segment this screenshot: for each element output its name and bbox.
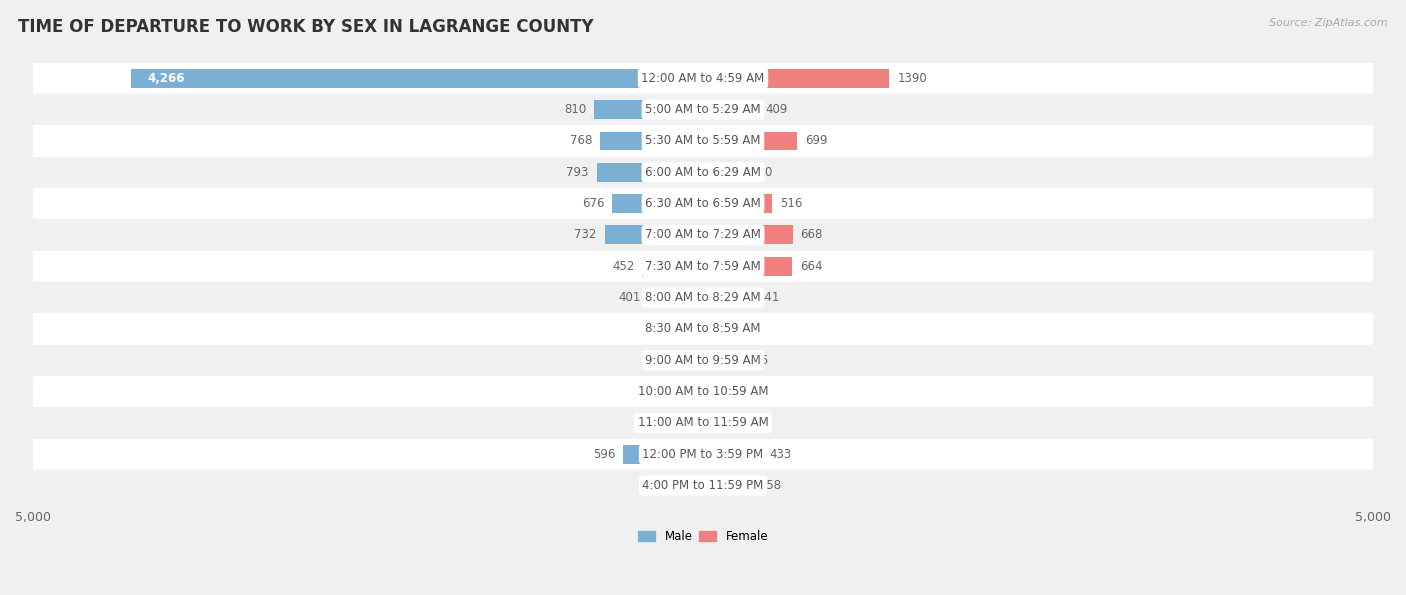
Bar [699,382,703,401]
Text: 32: 32 [716,416,730,430]
Text: 9:00 AM to 9:59 AM: 9:00 AM to 9:59 AM [645,353,761,367]
Text: 47: 47 [673,416,689,430]
Text: 596: 596 [593,447,614,461]
Bar [703,226,793,245]
Bar [703,414,707,432]
Bar [703,131,797,151]
Bar [32,126,1374,156]
Bar [32,250,1374,282]
Text: 452: 452 [612,260,634,273]
Bar [32,407,1374,439]
Text: 401: 401 [619,291,641,304]
Text: 8:30 AM to 8:59 AM: 8:30 AM to 8:59 AM [645,322,761,336]
Text: 810: 810 [564,103,586,116]
Bar [703,69,889,87]
Bar [32,156,1374,188]
Text: 265: 265 [747,353,769,367]
Bar [32,345,1374,376]
Bar [703,163,742,181]
Text: 516: 516 [780,197,803,210]
Text: 76: 76 [669,322,685,336]
Text: 768: 768 [569,134,592,148]
Text: 7:00 AM to 7:29 AM: 7:00 AM to 7:29 AM [645,228,761,242]
Text: 699: 699 [804,134,827,148]
Bar [32,439,1374,470]
Text: 358: 358 [759,479,782,492]
Text: 6:30 AM to 6:59 AM: 6:30 AM to 6:59 AM [645,197,761,210]
Bar [32,219,1374,250]
Bar [693,320,703,339]
Bar [32,188,1374,219]
Bar [32,313,1374,345]
Bar [697,414,703,432]
Text: 732: 732 [575,228,598,242]
Bar [703,320,730,339]
Text: 199: 199 [738,322,761,336]
Bar [623,445,703,464]
Text: 5:30 AM to 5:59 AM: 5:30 AM to 5:59 AM [645,134,761,148]
Bar [703,382,713,401]
Bar [703,257,792,275]
Text: Source: ZipAtlas.com: Source: ZipAtlas.com [1270,18,1388,28]
Text: 668: 668 [800,228,823,242]
Bar [32,62,1374,94]
Text: 676: 676 [582,197,605,210]
Bar [595,100,703,119]
Text: 433: 433 [769,447,792,461]
Bar [650,288,703,307]
Text: 664: 664 [800,260,823,273]
Bar [596,163,703,181]
Text: 793: 793 [567,166,589,178]
Text: 30: 30 [676,385,690,398]
Text: 232: 232 [641,479,664,492]
Text: 4,266: 4,266 [148,72,186,84]
Bar [703,194,772,213]
Bar [703,351,738,369]
Text: 6:00 AM to 6:29 AM: 6:00 AM to 6:29 AM [645,166,761,178]
Bar [643,257,703,275]
Text: 7:30 AM to 7:59 AM: 7:30 AM to 7:59 AM [645,260,761,273]
Bar [703,476,751,495]
Text: 10:00 AM to 10:59 AM: 10:00 AM to 10:59 AM [638,385,768,398]
Bar [703,445,761,464]
Bar [613,194,703,213]
Text: 12:00 PM to 3:59 PM: 12:00 PM to 3:59 PM [643,447,763,461]
Bar [703,288,748,307]
Text: 164: 164 [651,353,673,367]
Bar [32,282,1374,313]
Text: 12:00 AM to 4:59 AM: 12:00 AM to 4:59 AM [641,72,765,84]
Legend: Male, Female: Male, Female [633,525,773,548]
Text: 8:00 AM to 8:29 AM: 8:00 AM to 8:29 AM [645,291,761,304]
Text: 4:00 PM to 11:59 PM: 4:00 PM to 11:59 PM [643,479,763,492]
Bar [32,376,1374,407]
Bar [605,226,703,245]
Text: 5:00 AM to 5:29 AM: 5:00 AM to 5:29 AM [645,103,761,116]
Bar [32,470,1374,501]
Text: 1390: 1390 [897,72,927,84]
Bar [681,351,703,369]
Text: 71: 71 [720,385,735,398]
Bar [32,94,1374,126]
Text: 290: 290 [749,166,772,178]
Text: TIME OF DEPARTURE TO WORK BY SEX IN LAGRANGE COUNTY: TIME OF DEPARTURE TO WORK BY SEX IN LAGR… [18,18,593,36]
Text: 11:00 AM to 11:59 AM: 11:00 AM to 11:59 AM [638,416,768,430]
Bar [672,476,703,495]
Bar [131,69,703,87]
Text: 341: 341 [756,291,779,304]
Bar [600,131,703,151]
Text: 409: 409 [766,103,789,116]
Bar [703,100,758,119]
